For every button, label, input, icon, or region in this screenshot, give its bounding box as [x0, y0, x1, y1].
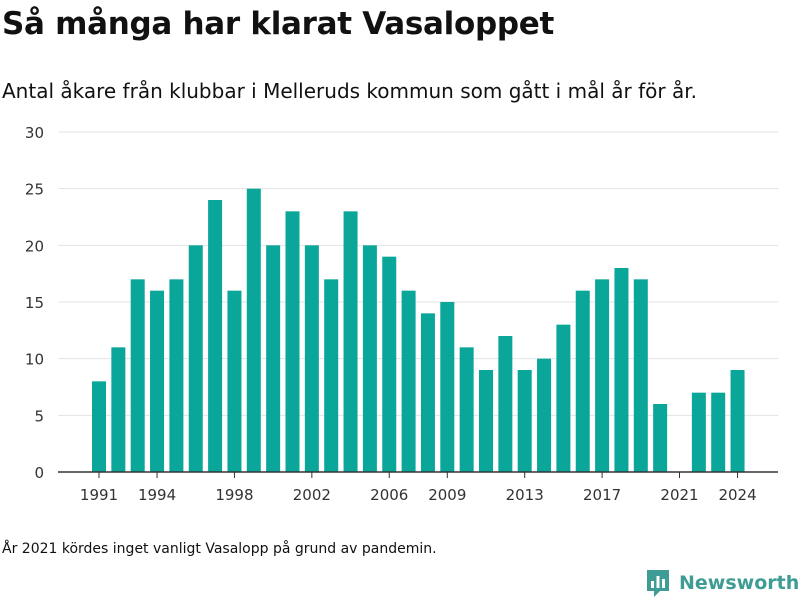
x-tick-label: 2002 — [293, 486, 331, 504]
bar-2001 — [285, 211, 300, 473]
x-tick-label: 2009 — [428, 486, 466, 504]
y-tick-label: 20 — [25, 237, 44, 255]
bar-2006 — [382, 256, 397, 472]
bar-2015 — [556, 324, 571, 472]
x-tick-label: 2017 — [583, 486, 621, 504]
bar-1998 — [227, 290, 242, 472]
bar-2014 — [537, 358, 552, 472]
x-tick-label: 2024 — [718, 486, 756, 504]
bar-2002 — [304, 245, 319, 472]
bar-2024 — [730, 370, 745, 472]
y-tick-label: 5 — [34, 407, 44, 425]
y-tick-label: 25 — [25, 181, 44, 199]
bar-1999 — [246, 188, 261, 472]
bar-1997 — [208, 200, 223, 472]
bar-2020 — [653, 404, 668, 472]
y-axis-ticks: 0 5 10 15 20 25 30 — [25, 124, 44, 482]
bar-2023 — [711, 392, 726, 472]
gridlines — [58, 131, 778, 416]
y-tick-label: 10 — [25, 351, 44, 369]
bar-1993 — [130, 279, 145, 472]
bar-2012 — [498, 336, 513, 472]
bar-2008 — [420, 313, 435, 472]
bar-1996 — [188, 245, 203, 472]
bar-2011 — [479, 370, 493, 472]
x-tick-label: 1994 — [138, 486, 176, 504]
bar-1991 — [92, 381, 106, 472]
bar-1992 — [111, 347, 126, 472]
bar-chart: 0 5 10 15 20 25 30 1991 1994 1998 2002 2006 2009 201… — [25, 124, 778, 504]
bars — [92, 188, 745, 473]
brand-logo: Newsworthy — [645, 568, 800, 598]
y-tick-label: 0 — [34, 464, 44, 482]
x-tick-label: 2021 — [660, 486, 698, 504]
bar-2013 — [517, 370, 532, 472]
bar-1995 — [169, 279, 184, 472]
y-tick-label: 15 — [25, 294, 44, 312]
bar-2018 — [614, 268, 629, 472]
chart-subtitle: Antal åkare från klubbar i Melleruds kom… — [2, 79, 697, 103]
x-axis-ticks: 1991 1994 1998 2002 2006 2009 2013 2017 2021 2024 — [80, 472, 757, 504]
bar-2007 — [401, 290, 416, 472]
bar-2003 — [324, 279, 339, 472]
bar-2005 — [362, 245, 377, 472]
bar-2019 — [633, 279, 648, 472]
x-tick-label: 1991 — [80, 486, 118, 504]
bar-2022 — [691, 392, 706, 472]
y-tick-label: 30 — [25, 124, 44, 142]
bar-2009 — [440, 302, 455, 472]
brand-name: Newsworthy — [679, 572, 800, 594]
footnote: År 2021 kördes inget vanligt Vasalopp på… — [2, 541, 437, 557]
newsworthy-logo-icon — [647, 570, 669, 597]
bar-2000 — [266, 245, 281, 472]
bar-1994 — [150, 290, 165, 472]
bar-2016 — [575, 290, 590, 472]
x-tick-label: 1998 — [215, 486, 253, 504]
bar-2017 — [595, 279, 610, 472]
x-tick-label: 2006 — [370, 486, 408, 504]
bar-2004 — [343, 211, 358, 473]
bar-2010 — [459, 347, 474, 472]
chart-title: Så många har klarat Vasaloppet — [2, 6, 555, 42]
x-tick-label: 2013 — [506, 486, 544, 504]
